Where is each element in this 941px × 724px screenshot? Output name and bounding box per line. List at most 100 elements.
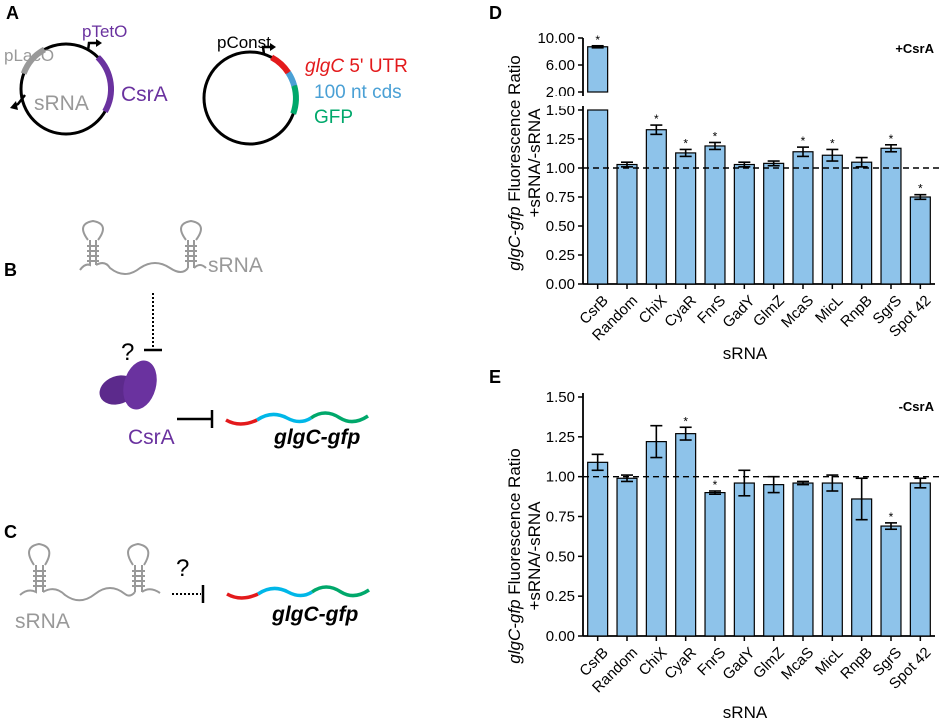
panel-d-significance-star: * [830, 136, 835, 150]
pconst-arrowhead [270, 43, 276, 51]
panel-e-bar [909, 482, 931, 637]
panel-b: B sRNA ? CsrA glgC-gfp [4, 219, 369, 449]
panel-e-bar [616, 477, 638, 637]
panel-e-bar [587, 461, 609, 637]
panel-e-plot: 0.000.250.500.751.001.251.50CsrBRandomCh… [546, 389, 941, 696]
panel-d-bar [851, 161, 873, 285]
panel-e-bar [792, 482, 814, 637]
panel-d-significance-star: * [683, 136, 688, 150]
panel-d-xtick-label: GadY [719, 292, 758, 331]
panel-e-ytick-label: 0.25 [546, 588, 575, 605]
pconst-label: pConst. [217, 33, 276, 52]
panel-e-ytick-label: 1.50 [546, 389, 575, 406]
panel-e-bar [880, 525, 902, 637]
plasmid-1-csra-label: CsrA [121, 83, 168, 106]
panel-d-ytick-label: 1.25 [546, 131, 575, 148]
utr-label: glgC 5' UTR [305, 56, 408, 77]
panel-d: D +CsrA 0.000.250.500.751.001.251.502.00… [489, 3, 941, 363]
panel-d-significance-star: * [713, 129, 718, 143]
panel-e-significance-star: * [713, 478, 718, 492]
panel-d-bar [821, 154, 843, 285]
panel-e-ytick-label: 0.00 [546, 628, 575, 645]
panel-d-bar [645, 129, 667, 285]
panel-d-bar [704, 145, 726, 285]
panel-b-target-label: glgC-gfp [273, 426, 360, 449]
plasmid-2-gfp-segment [290, 84, 299, 115]
utr-rest: 5' UTR [344, 56, 408, 77]
panel-e-bar [821, 482, 843, 637]
panel-d-bar [792, 151, 814, 285]
placo-arrowhead [10, 101, 18, 110]
panel-e: E -CsrA 0.000.250.500.751.001.251.50CsrB… [489, 367, 941, 722]
panel-e-xlabel: sRNA [723, 703, 768, 722]
panel-d-ytick-label-upper: 6.00 [546, 57, 575, 74]
panel-c-target-label: glgC-gfp [271, 603, 358, 626]
panel-b-mrna-wave [225, 411, 369, 426]
panel-d-ytick-label: 0.50 [546, 218, 575, 235]
panel-d-ylabel-rest: Fluorescence Ratio [505, 55, 524, 206]
panel-d-bar [675, 152, 697, 285]
panel-d-xlabel: sRNA [723, 344, 768, 363]
panel-e-xtick-label: McaS [778, 644, 817, 683]
panel-d-significance-star: * [889, 132, 894, 146]
panel-d-bar [733, 163, 755, 285]
panel-d-xtick-label: CyaR [661, 292, 700, 331]
panel-c-srna-label: sRNA [15, 610, 70, 633]
panel-d-ytick-label: 0.25 [546, 247, 575, 264]
panel-d-significance-star: * [654, 112, 659, 126]
gfp-label: GFP [314, 107, 353, 128]
panel-e-ytick-label: 0.50 [546, 548, 575, 565]
cds-label: 100 nt cds [314, 82, 402, 103]
panel-e-xtick-label: CyaR [661, 644, 700, 683]
panel-e-condition-label: -CsrA [899, 399, 935, 414]
csra-protein-icon [99, 360, 157, 410]
plasmid-2-utr-segment [270, 54, 291, 75]
panel-d-bar [763, 162, 785, 285]
panel-a-label: A [6, 3, 19, 23]
panel-e-significance-star: * [889, 510, 894, 524]
panel-d-ytick-label-upper: 10.00 [537, 30, 575, 47]
panel-d-ylabel: glgC-gfp Fluorescence Ratio [505, 55, 524, 270]
panel-d-xtick-label: RnpB [837, 292, 876, 331]
panel-d-condition-label: +CsrA [895, 41, 934, 56]
panel-d-ylabel-gene: glgC-gfp [505, 206, 524, 270]
panel-d-ytick-label: 0.75 [546, 189, 575, 206]
pconst-promoter-arrow [261, 45, 272, 55]
panel-d-bar [909, 196, 931, 285]
ptet-label: pTetO [82, 22, 127, 41]
panel-c-srna-structure [19, 542, 161, 602]
panel-d-significance-star: * [801, 134, 806, 148]
panel-b-srna-structure [79, 219, 207, 275]
panel-b-csra-label: CsrA [128, 426, 175, 449]
placo-label: pLacO [4, 46, 54, 65]
panel-e-xtick-label: RnpB [837, 644, 876, 683]
panel-d-ytick-label: 0.00 [546, 276, 575, 293]
panel-e-bar [763, 484, 785, 637]
panel-b-srna-label: sRNA [208, 254, 263, 277]
panel-e-ylabel-line2: +sRNA/-sRNA [525, 501, 544, 611]
panel-a: A pLacO pTetO sRNA CsrA pConst. glgC 5' … [4, 3, 408, 146]
plasmid-2-cds-segment [285, 71, 298, 87]
panel-d-ytick-label: 1.50 [546, 102, 575, 119]
panel-d-bar [616, 163, 638, 285]
panel-c-label: C [4, 522, 17, 542]
panel-e-ylabel-gene: glgC-gfp [505, 599, 524, 663]
plasmid-1-csra-segment [95, 55, 114, 113]
plasmid-1-srna-label: sRNA [34, 92, 89, 115]
panel-e-xtick-label: GadY [719, 644, 758, 683]
panel-d-plot: 0.000.250.500.751.001.251.502.006.0010.0… [537, 30, 941, 344]
panel-e-label: E [489, 367, 501, 387]
utr-gene-name: glgC [305, 56, 344, 77]
ptet-arrowhead [96, 39, 102, 47]
panel-d-bar-lower [587, 109, 609, 285]
panel-d-significance-star: * [918, 182, 923, 196]
panel-d-significance-star: * [595, 33, 600, 47]
panel-e-ylabel: glgC-gfp Fluorescence Ratio [505, 448, 524, 663]
panel-d-xtick-label: McaS [778, 292, 817, 331]
ptet-promoter-arrow [86, 41, 98, 52]
panel-e-significance-star: * [683, 414, 688, 428]
panel-d-label: D [489, 3, 502, 23]
panel-b-label: B [4, 260, 17, 280]
panel-d-axis-break [553, 96, 941, 106]
